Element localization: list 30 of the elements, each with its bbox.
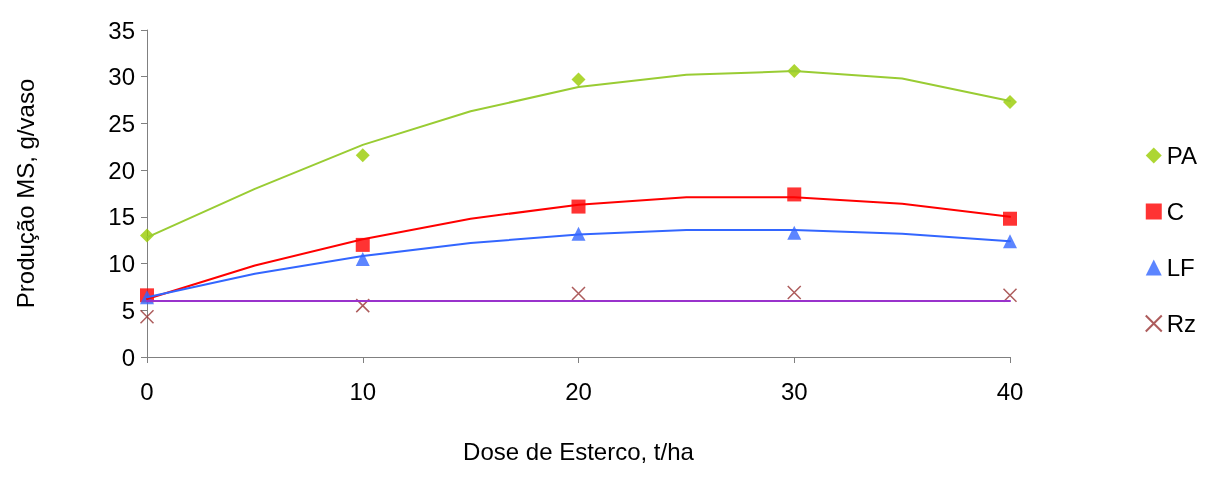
x-axis-title: Dose de Esterco, t/ha xyxy=(463,437,695,465)
legend-label: PA xyxy=(1166,142,1197,169)
y-axis-title: Produção MS, g/vaso xyxy=(11,78,39,309)
point xyxy=(139,309,155,325)
point xyxy=(571,72,586,87)
point xyxy=(571,286,586,301)
point xyxy=(355,148,370,163)
legend-label: C xyxy=(1166,198,1185,225)
y-tick-label: 0 xyxy=(121,343,135,371)
x-tick-label: 20 xyxy=(565,377,592,405)
y-tick-label: 30 xyxy=(108,63,135,91)
x-tick-label: 30 xyxy=(780,377,808,405)
point xyxy=(355,298,370,313)
point xyxy=(1003,234,1017,249)
point xyxy=(787,285,802,300)
point xyxy=(355,251,370,266)
x-tick-label: 10 xyxy=(349,377,377,405)
y-tick-label: 15 xyxy=(108,203,135,231)
y-tick-label: 35 xyxy=(108,16,135,44)
legend-label: LF xyxy=(1166,254,1195,281)
point xyxy=(1002,288,1018,303)
y-tick-label: 10 xyxy=(108,250,135,278)
point xyxy=(1003,211,1017,226)
y-tick-label: 20 xyxy=(108,156,135,184)
x-tick-label: 0 xyxy=(140,377,154,405)
y-tick-label: 5 xyxy=(121,296,135,324)
y-tick-label: 25 xyxy=(108,109,135,137)
point xyxy=(787,225,802,240)
legend-label: Rz xyxy=(1166,310,1197,337)
x-tick-label: 40 xyxy=(996,377,1024,405)
